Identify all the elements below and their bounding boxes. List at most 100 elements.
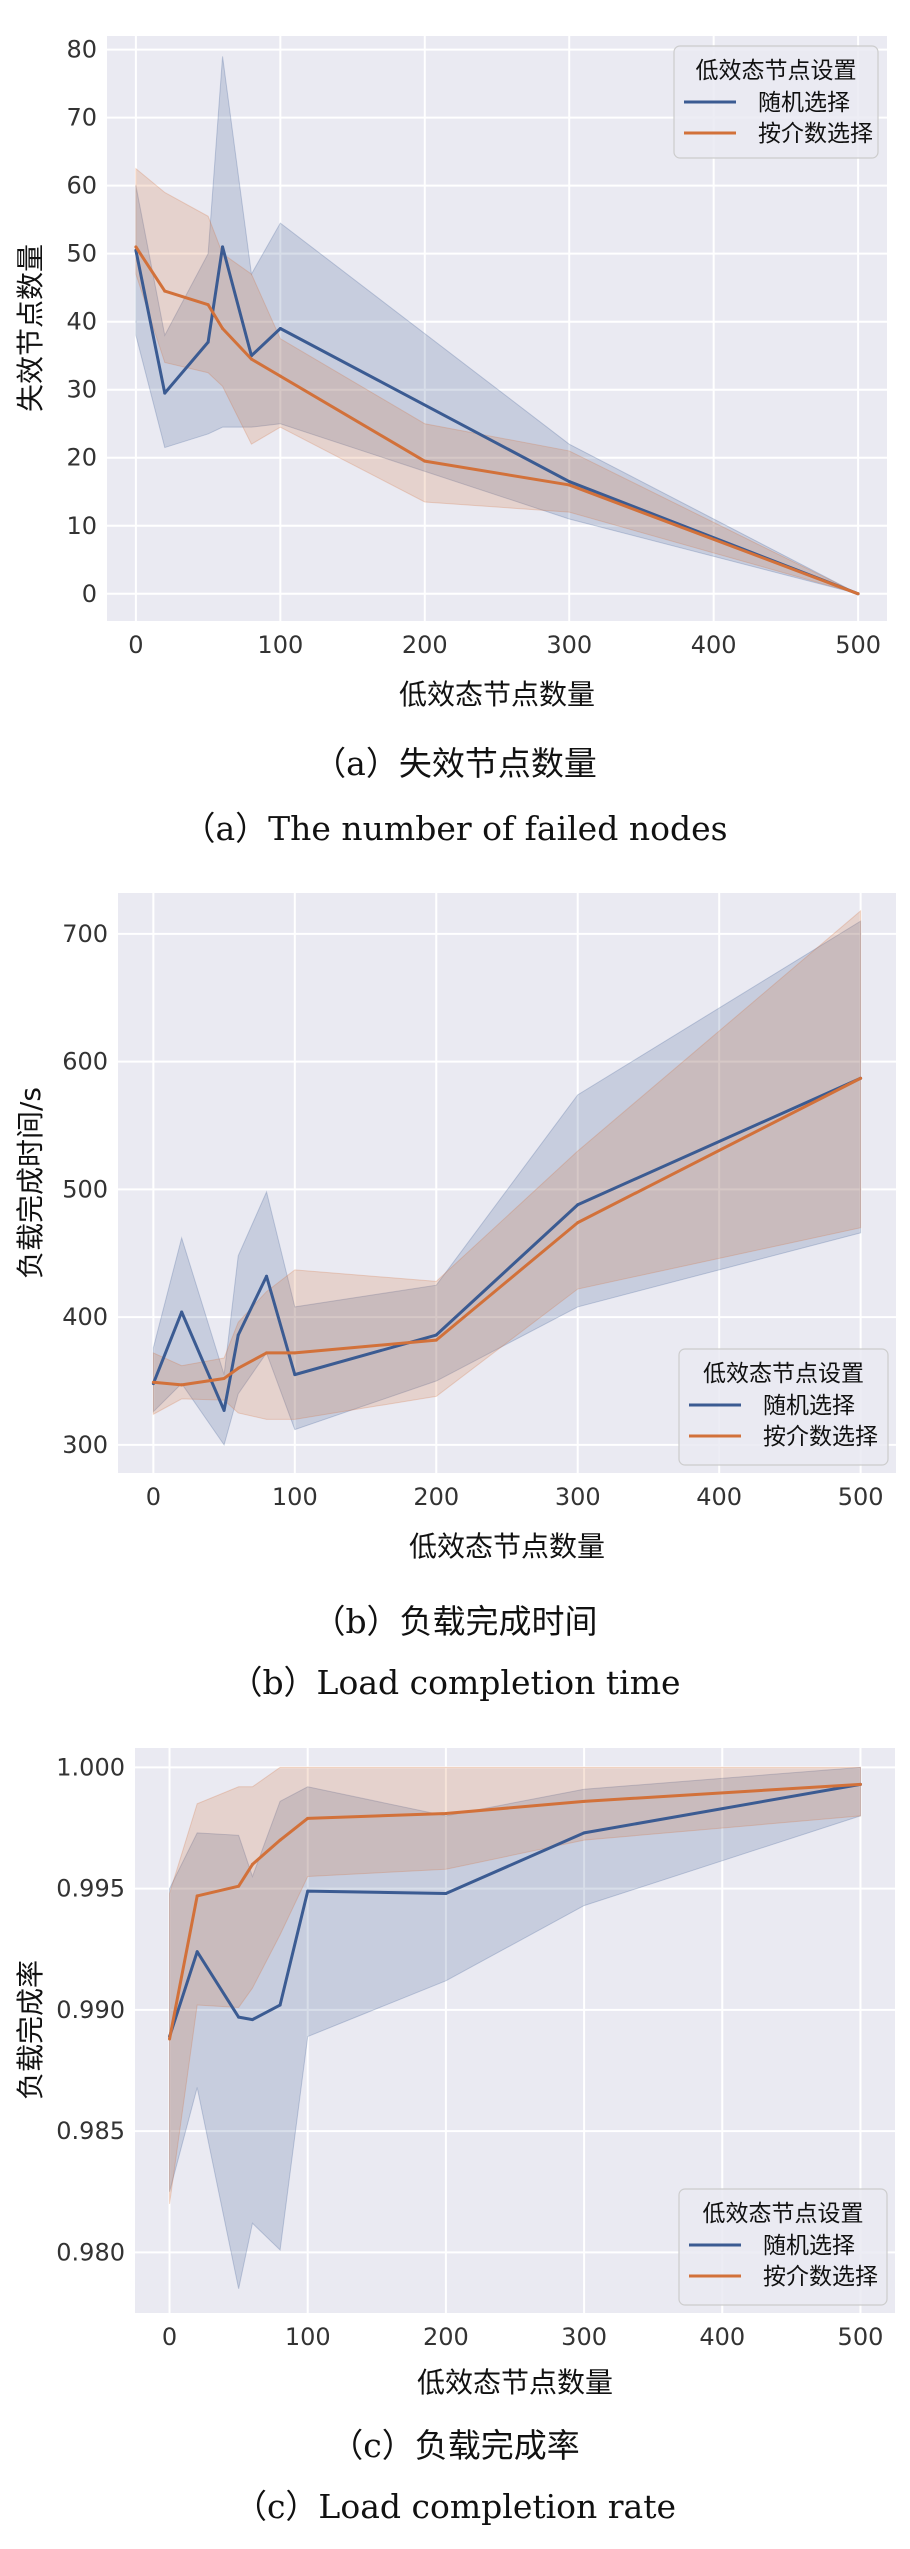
x-tick-label: 0 [162, 2323, 177, 2351]
x-tick-label: 500 [838, 1483, 884, 1511]
data-point [444, 1811, 448, 1815]
data-point [206, 303, 210, 307]
caption-cn: （a）失效节点数量 [313, 744, 597, 783]
grid [135, 1748, 895, 2313]
series-line-1 [134, 245, 859, 596]
legend-entry-label: 随机选择 [763, 2233, 855, 2259]
data-point [434, 1338, 438, 1342]
x-tick-label: 200 [423, 2323, 469, 2351]
legend-entry-label: 按介数选择 [763, 2264, 878, 2290]
panel-load-completion-time: 0 100 200 300 400 500 300 400 500 600 700 低效态节点设置随… [14, 893, 896, 1702]
data-point [221, 327, 225, 330]
data-point [206, 340, 210, 344]
data-point [236, 1333, 240, 1337]
y-tick-label: 400 [62, 1303, 108, 1331]
confidence-band-series-1 [135, 56, 859, 595]
legend-title: 低效态节点设置 [703, 1361, 864, 1387]
data-point [293, 1351, 297, 1355]
y-tick-label: 60 [66, 172, 97, 200]
grid [107, 36, 887, 621]
y-tick-label: 70 [66, 104, 97, 132]
x-axis-label: 低效态节点数量 [399, 678, 595, 711]
x-tick-label: 100 [257, 631, 303, 659]
y-tick-label: 700 [62, 920, 108, 948]
y-axis-label: 负载完成时间/s [14, 1087, 47, 1279]
y-tick-label: 80 [66, 36, 97, 64]
y-tick-label: 0 [82, 580, 97, 608]
x-tick-label: 500 [838, 2323, 884, 2351]
data-point [576, 1221, 580, 1225]
panel-failed-nodes: 0 100 200 300 400 500 0 10 20 30 40 50 60 70 80 低效态节点设… [14, 36, 887, 848]
data-point [195, 1950, 199, 1954]
tick-labels: 0 100 200 300 400 500 0 10 20 30 40 50 60 70 80 [66, 36, 881, 659]
y-tick-label: 0.995 [56, 1875, 125, 1903]
data-point [858, 1782, 862, 1786]
data-point [163, 391, 167, 395]
data-point [237, 1884, 241, 1888]
x-tick-label: 200 [402, 631, 448, 659]
y-axis-label: 失效节点数量 [14, 244, 47, 412]
confidence-band-series-2 [169, 1766, 861, 2204]
x-tick-label: 500 [835, 631, 881, 659]
data-point [567, 483, 571, 487]
caption-en: （c）Load completion rate [234, 2487, 676, 2526]
data-point [306, 1889, 310, 1893]
caption-en: （b）Load completion time [229, 1663, 680, 1702]
data-point [293, 1373, 297, 1377]
legend-box [673, 45, 879, 159]
data-point [278, 374, 282, 378]
y-tick-label: 30 [66, 376, 97, 404]
data-point [222, 1376, 226, 1380]
data-point [249, 357, 253, 361]
data-point [168, 2037, 172, 2041]
data-point [180, 1310, 184, 1314]
y-tick-label: 0.985 [56, 2117, 125, 2145]
legend-title: 低效态节点设置 [703, 2201, 864, 2227]
y-tick-label: 40 [66, 308, 97, 336]
x-tick-label: 300 [561, 2323, 607, 2351]
data-point [434, 1333, 438, 1337]
confidence-band-series-2 [135, 167, 859, 595]
y-tick-label: 20 [66, 444, 97, 472]
data-point [221, 245, 225, 249]
caption-cn: （b）负载完成时间 [312, 1602, 597, 1641]
data-point [582, 1831, 586, 1835]
data-point [195, 1894, 199, 1898]
legend-entry-label: 按介数选择 [758, 121, 873, 147]
confidence-band-series-2 [152, 909, 862, 1420]
caption-cn: （c）负载完成率 [330, 2426, 579, 2465]
y-tick-label: 300 [62, 1431, 108, 1459]
data-point [423, 459, 427, 463]
x-tick-label: 400 [691, 631, 737, 659]
x-tick-label: 0 [128, 631, 143, 659]
data-point [180, 1383, 184, 1387]
caption-en: （a）The number of failed nodes [182, 809, 727, 848]
series-lines [151, 1076, 863, 1412]
confidence-band-series-1 [169, 1766, 861, 2289]
data-point [576, 1203, 580, 1207]
y-tick-label: 10 [66, 512, 97, 540]
series-lines [168, 1782, 862, 2041]
y-tick-label: 1.000 [56, 1753, 125, 1781]
x-tick-label: 400 [699, 2323, 745, 2351]
tick-labels: 0 100 200 300 400 500 300 400 500 600 700 [62, 920, 883, 1511]
confidence-band-series-1 [152, 920, 862, 1447]
y-axis-label: 负载完成率 [14, 1960, 47, 2100]
x-tick-label: 100 [272, 1483, 318, 1511]
y-tick-label: 600 [62, 1048, 108, 1076]
data-point [163, 289, 167, 293]
panel-load-completion-rate: 0 100 200 300 400 500 0.980 0.985 0.990 0.995 1.00… [14, 1748, 895, 2526]
legend-entry-label: 按介数选择 [763, 1424, 878, 1450]
confidence-bands [169, 1766, 861, 2289]
data-point [250, 1862, 254, 1866]
x-tick-label: 400 [696, 1483, 742, 1511]
x-tick-label: 300 [555, 1483, 601, 1511]
data-point [222, 1408, 226, 1412]
data-point [250, 2018, 254, 2022]
y-tick-label: 500 [62, 1175, 108, 1203]
tick-labels: 0 100 200 300 400 500 0.980 0.985 0.990 0.995 1.00… [56, 1753, 883, 2351]
series-lines [134, 245, 860, 596]
